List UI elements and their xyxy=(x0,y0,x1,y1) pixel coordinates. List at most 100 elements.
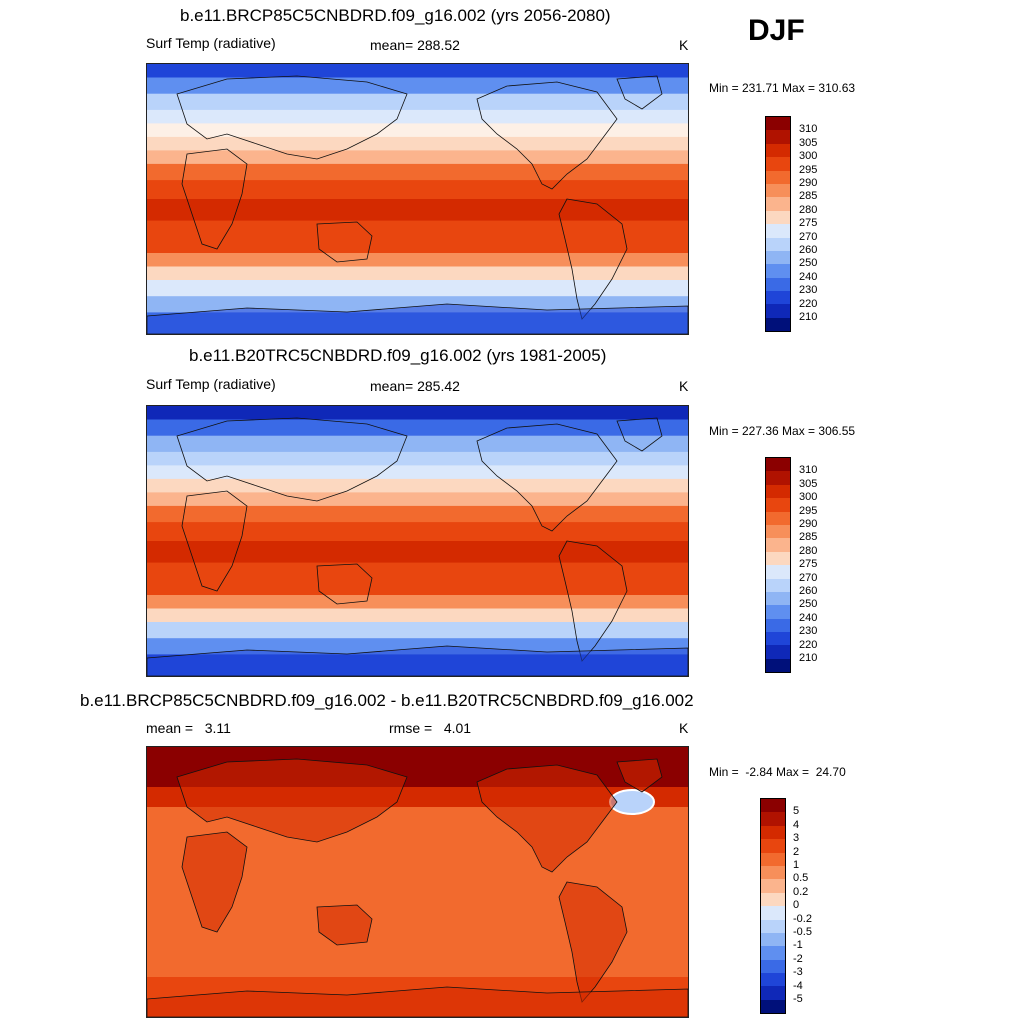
colorbar-swatch xyxy=(761,865,785,880)
temperature-band xyxy=(147,163,688,181)
colorbar-swatch xyxy=(766,551,790,566)
colorbar-swatch xyxy=(761,946,785,960)
continent-outline xyxy=(616,758,663,793)
colorbar-tick-label: -1 xyxy=(793,939,803,952)
colorbar-swatch xyxy=(766,658,790,673)
colorbar-tick-label: 275 xyxy=(799,558,818,571)
panel3-minmax: Min = -2.84 Max = 24.70 xyxy=(709,765,846,779)
temperature-band xyxy=(147,180,688,200)
colorbar-swatch xyxy=(761,973,785,987)
continent-outline xyxy=(316,221,373,263)
colorbar-tick-label: 220 xyxy=(799,638,818,651)
colorbar-tick-label: 260 xyxy=(799,244,818,256)
colorbar-tick-label: -4 xyxy=(793,979,803,992)
panel1-variable-label: Surf Temp (radiative) xyxy=(146,35,276,51)
panel1-units: K xyxy=(679,37,689,53)
colorbar-tick-label: 310 xyxy=(799,464,818,477)
colorbar-swatch xyxy=(766,250,790,265)
panel3-title: b.e11.BRCP85C5CNBDRD.f09_g16.002 - b.e11… xyxy=(80,691,694,710)
colorbar-swatch xyxy=(761,919,785,933)
colorbar-swatch xyxy=(766,183,790,198)
temperature-band xyxy=(147,638,688,655)
panel2-map xyxy=(146,405,689,677)
colorbar-tick-label: 275 xyxy=(799,217,818,230)
panel2-mean-label: mean= 285.42 xyxy=(370,378,460,394)
panel1-colorbar xyxy=(765,116,791,333)
temperature-band xyxy=(147,296,688,313)
colorbar-swatch xyxy=(766,565,790,579)
colorbar-swatch xyxy=(766,130,790,144)
colorbar-tick-label: 230 xyxy=(799,284,818,297)
panel1-map-field xyxy=(147,64,688,334)
colorbar-tick-label: 295 xyxy=(799,504,818,517)
colorbar-tick-label: 5 xyxy=(793,805,800,818)
continent-outline xyxy=(176,75,408,160)
colorbar-tick-label: 290 xyxy=(799,177,818,189)
colorbar-swatch xyxy=(761,932,785,947)
temperature-band xyxy=(147,522,688,542)
colorbar-swatch xyxy=(766,632,790,646)
colorbar-swatch xyxy=(766,237,790,251)
colorbar-swatch xyxy=(766,591,790,606)
temperature-band xyxy=(147,109,688,124)
colorbar-swatch xyxy=(766,524,790,539)
colorbar-tick-label: 305 xyxy=(799,477,818,490)
colorbar-tick-label: 2 xyxy=(793,845,800,858)
panel2-units: K xyxy=(679,378,689,394)
temperature-band xyxy=(147,608,688,623)
colorbar-tick-label: 295 xyxy=(799,163,818,176)
colorbar-tick-label: 305 xyxy=(799,136,818,149)
continent-outline xyxy=(181,831,248,933)
colorbar-swatch xyxy=(766,117,790,131)
colorbar-swatch xyxy=(766,498,790,512)
colorbar-swatch xyxy=(761,825,785,840)
colorbar-tick-label: 210 xyxy=(799,311,818,323)
temperature-band xyxy=(147,541,688,564)
colorbar-tick-label: 290 xyxy=(799,518,818,530)
colorbar-tick-label: 250 xyxy=(799,257,818,270)
colorbar-swatch xyxy=(766,197,790,211)
continent-outline xyxy=(616,417,663,452)
colorbar-swatch xyxy=(766,143,790,158)
colorbar-tick-label: 310 xyxy=(799,123,818,136)
panel3-map xyxy=(146,746,689,1018)
colorbar-tick-label: 0 xyxy=(793,899,800,912)
continent-outline xyxy=(316,904,373,946)
temperature-band xyxy=(147,93,688,111)
colorbar-swatch xyxy=(766,471,790,485)
colorbar-tick-label: 210 xyxy=(799,652,818,664)
temperature-band xyxy=(147,435,688,453)
continent-outline xyxy=(476,764,618,873)
colorbar-swatch xyxy=(766,291,790,305)
temperature-band xyxy=(147,465,688,480)
colorbar-tick-label: 300 xyxy=(799,491,818,504)
colorbar-tick-label: -5 xyxy=(793,993,803,1005)
colorbar-tick-label: 285 xyxy=(799,190,818,203)
continent-outline xyxy=(147,986,688,1017)
colorbar-swatch xyxy=(766,264,790,278)
temperature-band xyxy=(147,64,688,78)
colorbar-tick-label: 300 xyxy=(799,150,818,163)
panel2-variable-label: Surf Temp (radiative) xyxy=(146,376,276,392)
colorbar-swatch xyxy=(761,906,785,920)
colorbar-tick-label: 280 xyxy=(799,203,818,216)
temperature-band xyxy=(147,150,688,165)
colorbar-tick-label: -0.2 xyxy=(793,912,812,925)
temperature-band xyxy=(147,451,688,466)
colorbar-tick-label: 270 xyxy=(799,571,818,584)
temperature-band xyxy=(147,253,688,267)
colorbar-swatch xyxy=(766,538,790,552)
colorbar-swatch xyxy=(766,618,790,633)
panel1-mean-label: mean= 288.52 xyxy=(370,37,460,53)
colorbar-tick-label: 3 xyxy=(793,832,800,845)
colorbar-tick-label: 230 xyxy=(799,625,818,638)
colorbar-tick-label: 240 xyxy=(799,611,818,624)
colorbar-swatch xyxy=(761,986,785,1000)
colorbar-tick-label: 285 xyxy=(799,531,818,544)
temperature-band xyxy=(147,505,688,523)
colorbar-swatch xyxy=(761,852,785,866)
panel1-map xyxy=(146,63,689,335)
temperature-band xyxy=(147,123,688,138)
continent-outline xyxy=(181,148,248,250)
colorbar-swatch xyxy=(766,605,790,619)
